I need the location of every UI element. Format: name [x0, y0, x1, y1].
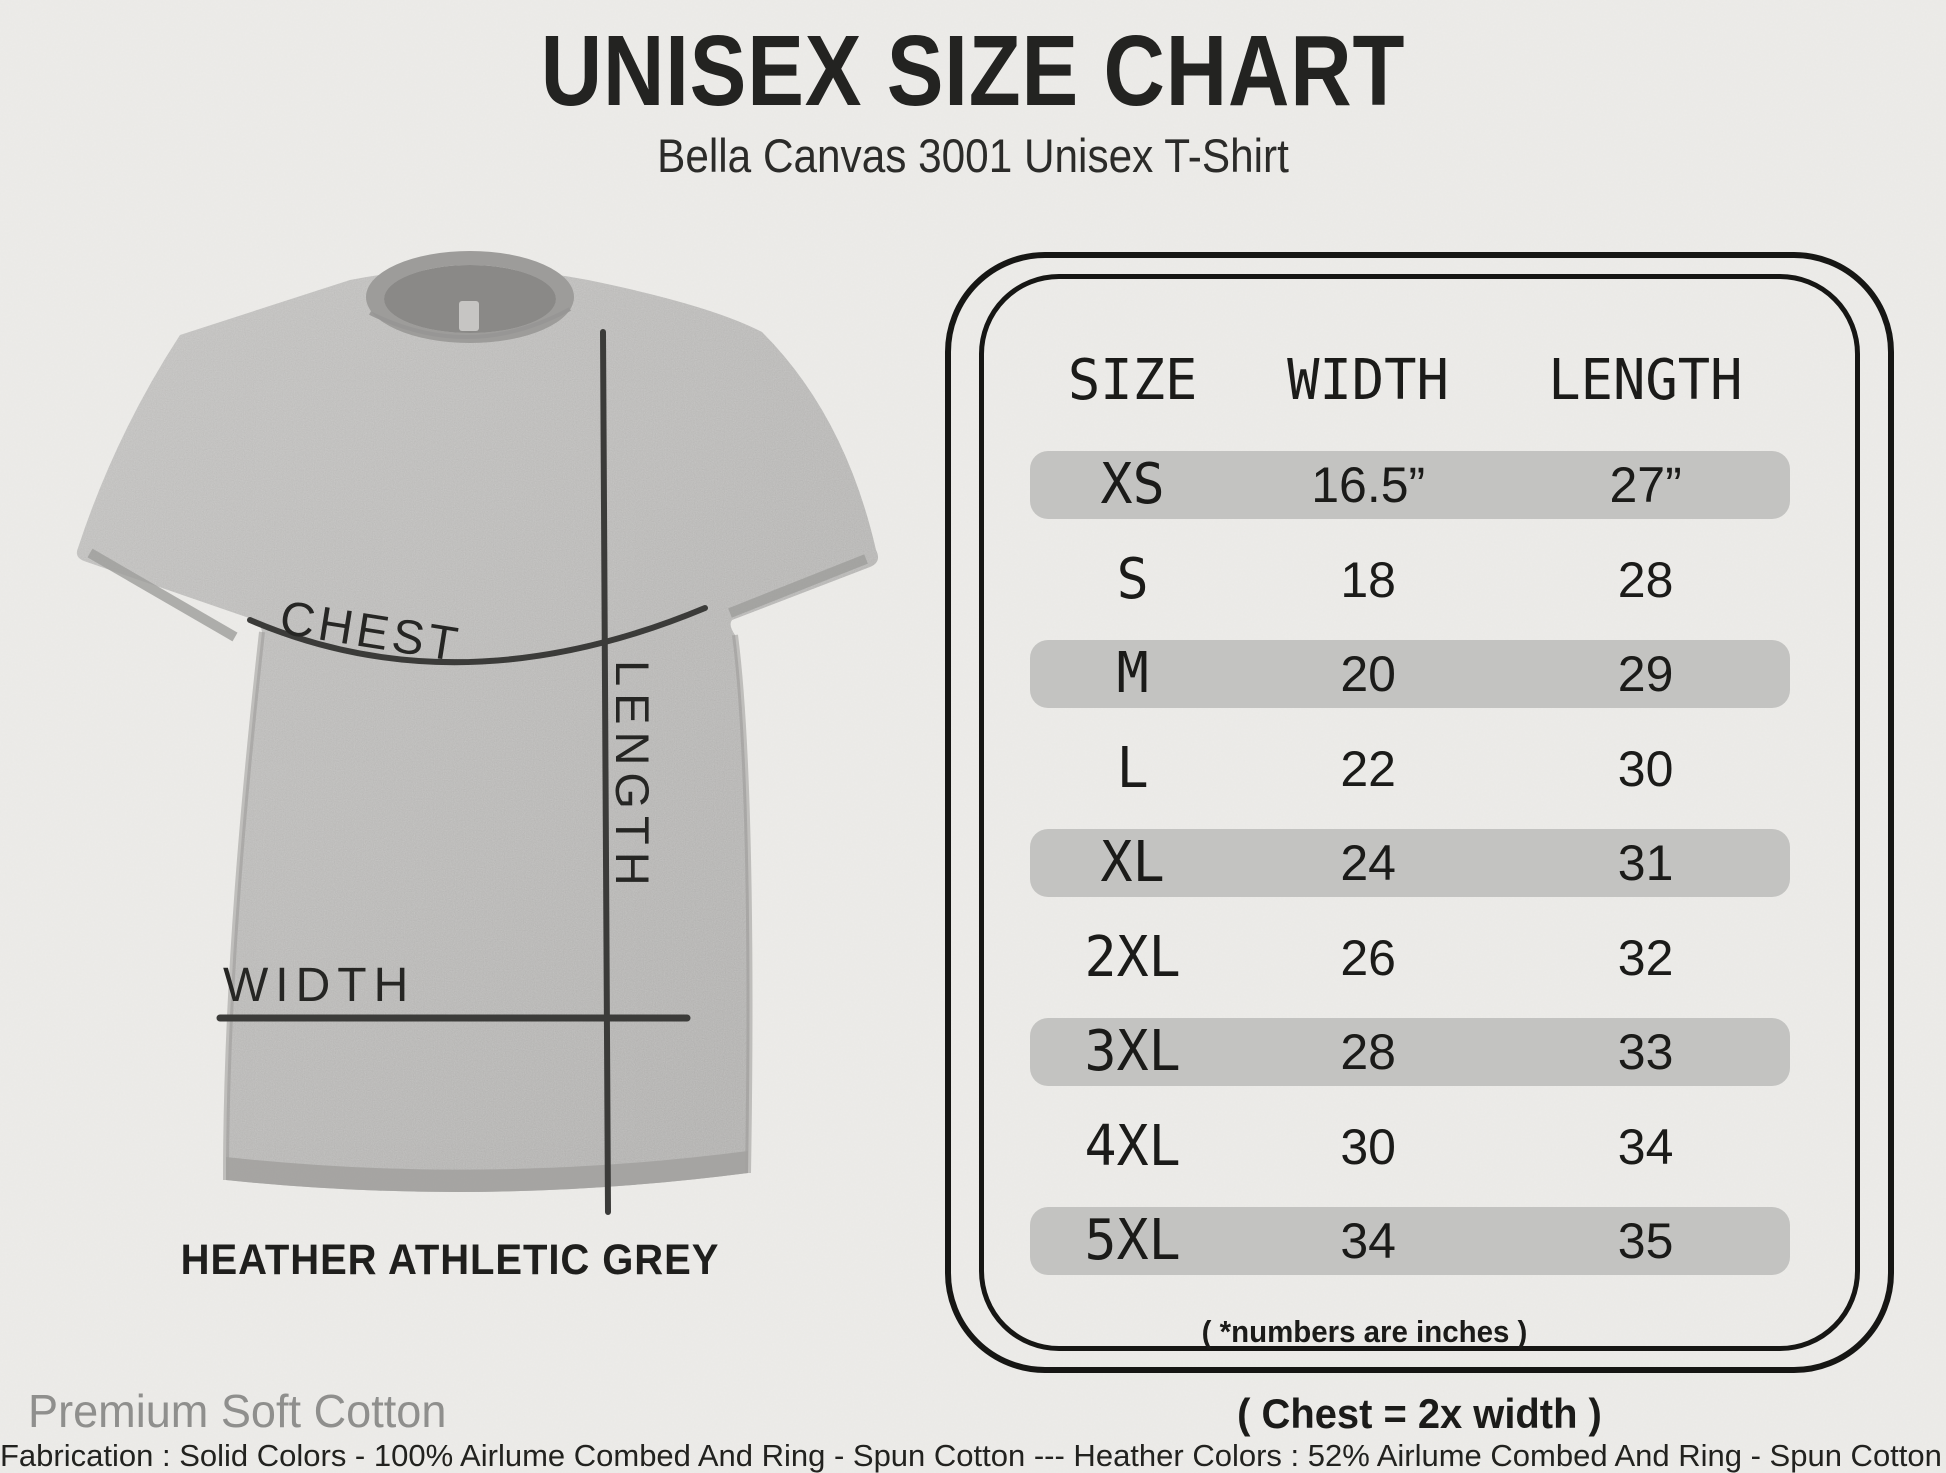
size-value: 4XL [1084, 1113, 1181, 1179]
table-row-2xl: 2XL 26 32 [989, 924, 1850, 1019]
width-value: 26 [1340, 929, 1396, 986]
width-value: 30 [1340, 1118, 1396, 1175]
size-value: 3XL [1084, 1019, 1181, 1084]
width-value: 16.5” [1311, 457, 1426, 513]
length-value: 28 [1617, 551, 1674, 608]
length-value: 30 [1617, 740, 1674, 797]
size-table-panel: SIZE WIDTH LENGTH XS 16.5” 27” S [945, 252, 1894, 1373]
size-value: 2XL [1084, 924, 1181, 990]
table-row-xl: XL 24 31 [989, 829, 1850, 924]
length-value: 33 [1617, 1024, 1674, 1080]
width-value: 20 [1340, 646, 1396, 702]
width-value: 22 [1340, 740, 1396, 797]
size-value: M [1116, 641, 1149, 706]
width-label: WIDTH [223, 959, 415, 1012]
table-row-3xl: 3XL 28 33 [989, 1018, 1850, 1113]
fabrication-line: Fabrication : Solid Colors - 100% Airlum… [0, 1438, 1946, 1473]
length-value: 34 [1617, 1118, 1674, 1175]
table-row-l: L 22 30 [989, 735, 1850, 830]
length-label: LENGTH [606, 660, 659, 893]
table-row-m: M 20 29 [989, 640, 1850, 735]
header-width: WIDTH [1287, 348, 1450, 413]
table-row-s: S 18 28 [989, 546, 1850, 641]
tshirt-shape [76, 251, 879, 1192]
size-value: XL [1100, 830, 1165, 895]
size-value: 5XL [1084, 1208, 1181, 1273]
length-value: 27” [1609, 457, 1682, 513]
width-value: 34 [1340, 1213, 1396, 1269]
tshirt-diagram: CHEST LENGTH WIDTH [76, 251, 879, 1215]
inches-note: ( *numbers are inches ) [1201, 1313, 1528, 1349]
neck-tag [459, 301, 479, 331]
shirt-color-caption: HEATHER ATHLETIC GREY [180, 1236, 720, 1284]
premium-soft-cotton-label: Premium Soft Cotton [28, 1385, 447, 1437]
size-value: L [1116, 735, 1149, 801]
size-value: S [1116, 546, 1149, 612]
table-row-4xl: 4XL 30 34 [989, 1113, 1850, 1208]
length-value: 31 [1617, 835, 1674, 891]
size-table-header: SIZE WIDTH LENGTH [1030, 284, 1790, 451]
length-value: 32 [1617, 929, 1674, 986]
size-value: XS [1100, 452, 1165, 517]
table-row-5xl: 5XL 34 35 [989, 1207, 1850, 1302]
width-value: 28 [1340, 1024, 1396, 1080]
chest-formula-note: ( Chest = 2x width ) [1237, 1390, 1602, 1437]
header-size: SIZE [1067, 348, 1198, 413]
page-subtitle: Bella Canvas 3001 Unisex T-Shirt [657, 129, 1289, 182]
length-value: 29 [1617, 646, 1674, 702]
width-value: 18 [1340, 551, 1396, 608]
page-title: UNISEX SIZE CHART [540, 15, 1406, 127]
table-row-xs: XS 16.5” 27” [989, 451, 1850, 546]
header-length: LENGTH [1548, 348, 1743, 413]
size-table-inner-border: SIZE WIDTH LENGTH XS 16.5” 27” S [979, 274, 1860, 1351]
length-value: 35 [1617, 1213, 1674, 1269]
width-value: 24 [1340, 835, 1396, 891]
